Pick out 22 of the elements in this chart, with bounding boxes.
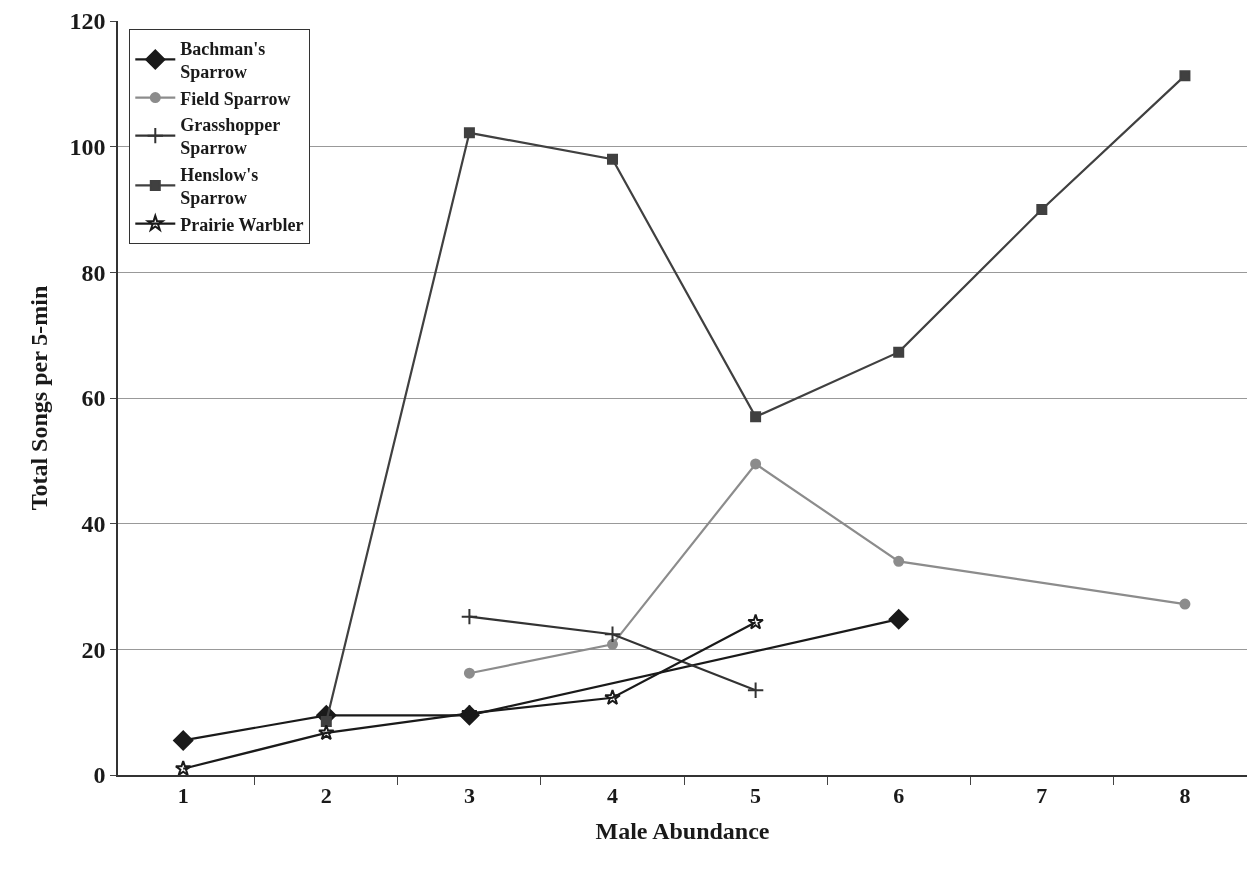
x-tick-label: 5 xyxy=(750,783,762,809)
y-tick-label: 60 xyxy=(81,385,106,412)
legend-label: Field Sparrow xyxy=(180,88,291,109)
y-tick-label: 40 xyxy=(81,511,106,538)
y-tick-label: 20 xyxy=(81,636,106,663)
x-tick-label: 7 xyxy=(1036,783,1048,809)
x-tick-label: 6 xyxy=(893,783,905,809)
y-axis-title: Total Songs per 5-min xyxy=(26,285,53,511)
y-tick-label: 0 xyxy=(93,762,106,789)
x-axis-title: Male Abundance xyxy=(595,817,770,844)
x-tick-label: 8 xyxy=(1179,783,1191,809)
y-tick-label: 120 xyxy=(69,8,106,35)
x-tick-label: 3 xyxy=(463,783,475,809)
y-tick-label: 80 xyxy=(81,259,106,286)
legend-label: Henslow's Sparrow xyxy=(180,164,259,209)
x-tick-label: 4 xyxy=(607,783,619,809)
y-tick-label: 100 xyxy=(69,134,106,161)
x-tick-label: 1 xyxy=(177,783,189,809)
legend-label: Grasshopper Sparrow xyxy=(180,114,281,159)
legend-label: Bachman's Sparrow xyxy=(180,38,266,83)
x-tick-label: 2 xyxy=(320,783,332,809)
legend-label: Prairie Warbler xyxy=(180,214,304,235)
